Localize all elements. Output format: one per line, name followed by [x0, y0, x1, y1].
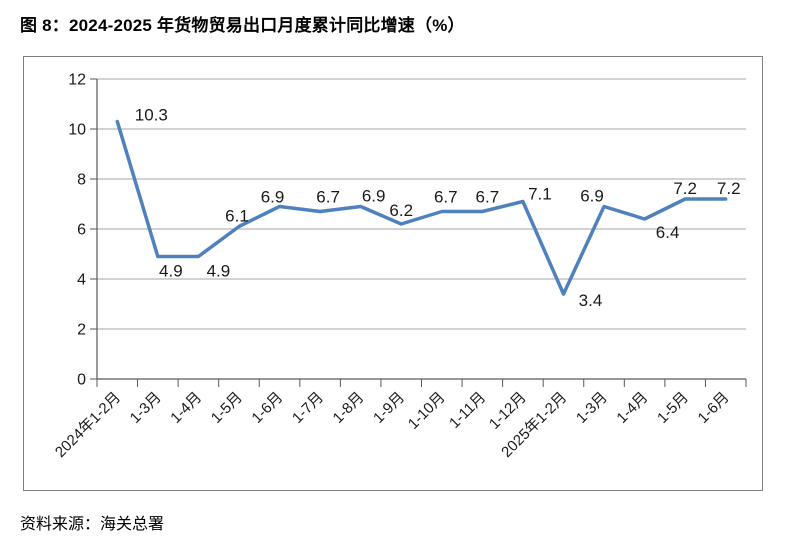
chart-frame: 0 2 4 6 8 10 12 2024年1-2月 1-3月 1-4月 1-5月 1-6月 1-7月 1-…: [23, 56, 763, 491]
x-tick-label: 1-4月: [167, 389, 205, 427]
y-tick-label: 0: [77, 372, 86, 389]
y-tick-label: 12: [68, 72, 86, 89]
y-tick-label: 4: [77, 272, 86, 289]
x-tick-label: 1-3月: [573, 389, 611, 427]
data-label: 4.9: [207, 262, 231, 281]
x-tick-label: 1-10月: [405, 389, 449, 433]
x-tick-label: 1-11月: [446, 389, 489, 432]
x-tick-label: 2024年1-2月: [52, 389, 124, 461]
data-label: 7.2: [717, 179, 741, 198]
series-line: [115, 119, 728, 296]
x-tick-label: 1-4月: [613, 389, 651, 427]
data-label: 10.3: [135, 106, 168, 125]
data-label: 6.9: [362, 187, 386, 206]
data-label: 6.9: [580, 187, 604, 206]
data-label: 6.7: [476, 188, 500, 207]
data-label: 6.7: [316, 188, 340, 207]
y-tick-label: 8: [77, 172, 86, 189]
x-tick-label: 1-6月: [248, 389, 286, 427]
data-label: 7.2: [673, 179, 697, 198]
data-label: 6.4: [656, 223, 680, 242]
x-tick-label: 1-8月: [330, 389, 368, 427]
data-label: 3.4: [579, 291, 603, 310]
y-tick-label: 6: [77, 222, 86, 239]
data-label: 6.1: [225, 207, 249, 226]
x-tick-label: 1-6月: [695, 389, 733, 427]
y-tick-label: 2: [77, 322, 86, 339]
x-tick-label: 1-9月: [370, 389, 408, 427]
data-label: 6.7: [434, 188, 458, 207]
x-tick-label: 1-7月: [289, 389, 327, 427]
data-label: 7.1: [528, 185, 552, 204]
x-tick-label: 1-3月: [127, 389, 165, 427]
data-label: 6.2: [389, 201, 413, 220]
figure-title: 图 8：2024-2025 年货物贸易出口月度累计同比增速（%）: [20, 16, 465, 35]
x-tick-label: 1-5月: [654, 389, 692, 427]
source-note: 资料来源：海关总署: [20, 516, 165, 533]
data-label: 6.9: [261, 188, 285, 207]
data-label: 4.9: [159, 262, 183, 281]
x-tick-label: 1-5月: [208, 389, 246, 427]
y-tick-label: 10: [68, 122, 86, 139]
